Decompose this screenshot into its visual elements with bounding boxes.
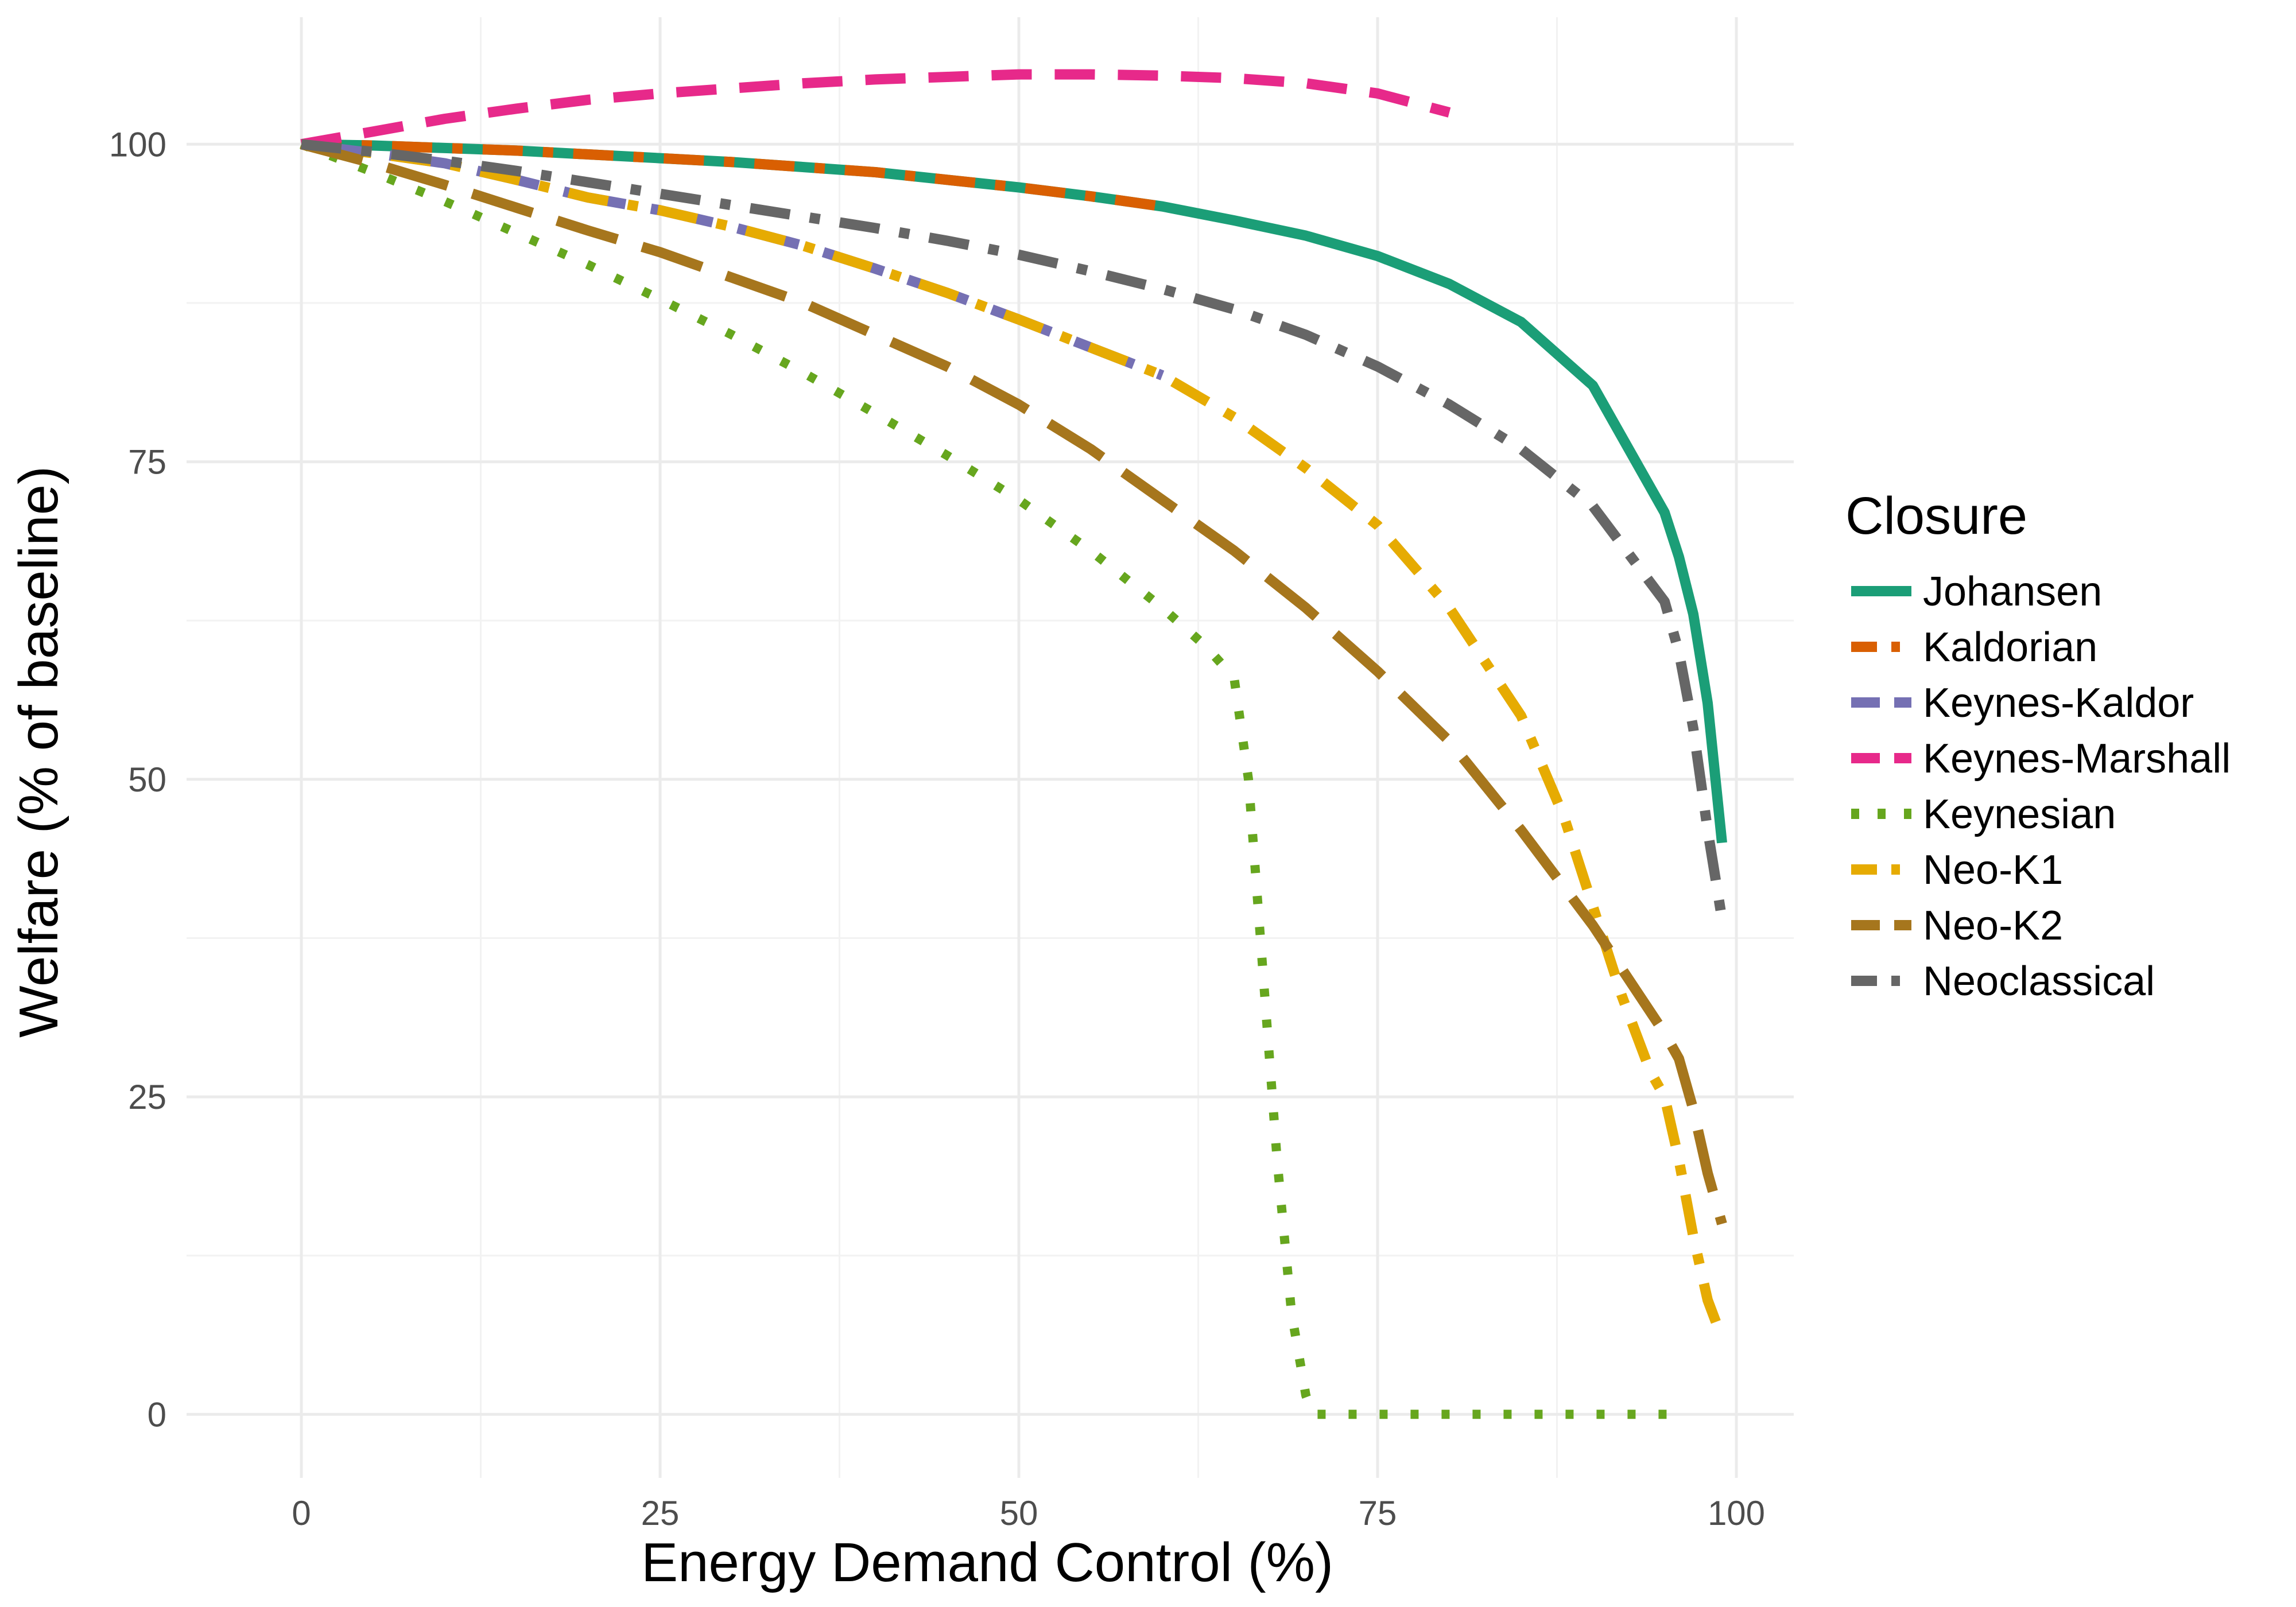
x-tick-label: 50 bbox=[1000, 1494, 1038, 1532]
y-tick-label: 25 bbox=[128, 1078, 166, 1116]
legend-label-keynes-marshall: Keynes-Marshall bbox=[1923, 736, 2231, 782]
series-lines bbox=[300, 69, 1727, 1419]
y-tick-label: 100 bbox=[109, 125, 166, 164]
legend-label-neo-k1: Neo-K1 bbox=[1923, 847, 2063, 893]
x-tick-label: 25 bbox=[641, 1494, 680, 1532]
legend-title: Closure bbox=[1845, 487, 2027, 545]
x-axis-label: Energy Demand Control (%) bbox=[641, 1532, 1333, 1593]
x-tick-label: 0 bbox=[292, 1494, 311, 1532]
legend-label-keynes-kaldor: Keynes-Kaldor bbox=[1923, 680, 2194, 726]
legend: Closure Johansen Kaldorian Keynes-Kaldor Ke… bbox=[1845, 487, 2231, 1004]
legend-label-neoclassical: Neoclassical bbox=[1923, 958, 2155, 1004]
x-tick-label: 100 bbox=[1708, 1494, 1765, 1532]
tick-labels: 0 25 50 75 100 0 25 50 75 100 bbox=[109, 125, 1765, 1532]
legend-label-keynesian: Keynesian bbox=[1923, 791, 2116, 837]
x-tick-label: 75 bbox=[1359, 1494, 1397, 1532]
legend-label-neo-k2: Neo-K2 bbox=[1923, 903, 2063, 949]
series-line-neo-k1 bbox=[300, 139, 1727, 1340]
y-tick-label: 75 bbox=[128, 443, 166, 482]
y-axis-label: Welfare (% of baseline) bbox=[8, 466, 69, 1038]
series-line-neoclassical bbox=[301, 139, 1727, 920]
series-line-keynes-marshall bbox=[300, 69, 1451, 150]
series-line-neo-k2 bbox=[300, 139, 1727, 1225]
grid bbox=[187, 17, 1794, 1478]
legend-label-johansen: Johansen bbox=[1923, 569, 2102, 615]
legend-items: Johansen Kaldorian Keynes-Kaldor Keynes-Mar… bbox=[1851, 569, 2231, 1004]
series-line-johansen bbox=[301, 139, 1727, 844]
series-line-kaldorian bbox=[301, 139, 1163, 212]
legend-label-kaldorian: Kaldorian bbox=[1923, 624, 2097, 670]
y-tick-label: 0 bbox=[148, 1395, 166, 1434]
y-tick-label: 50 bbox=[128, 760, 166, 799]
